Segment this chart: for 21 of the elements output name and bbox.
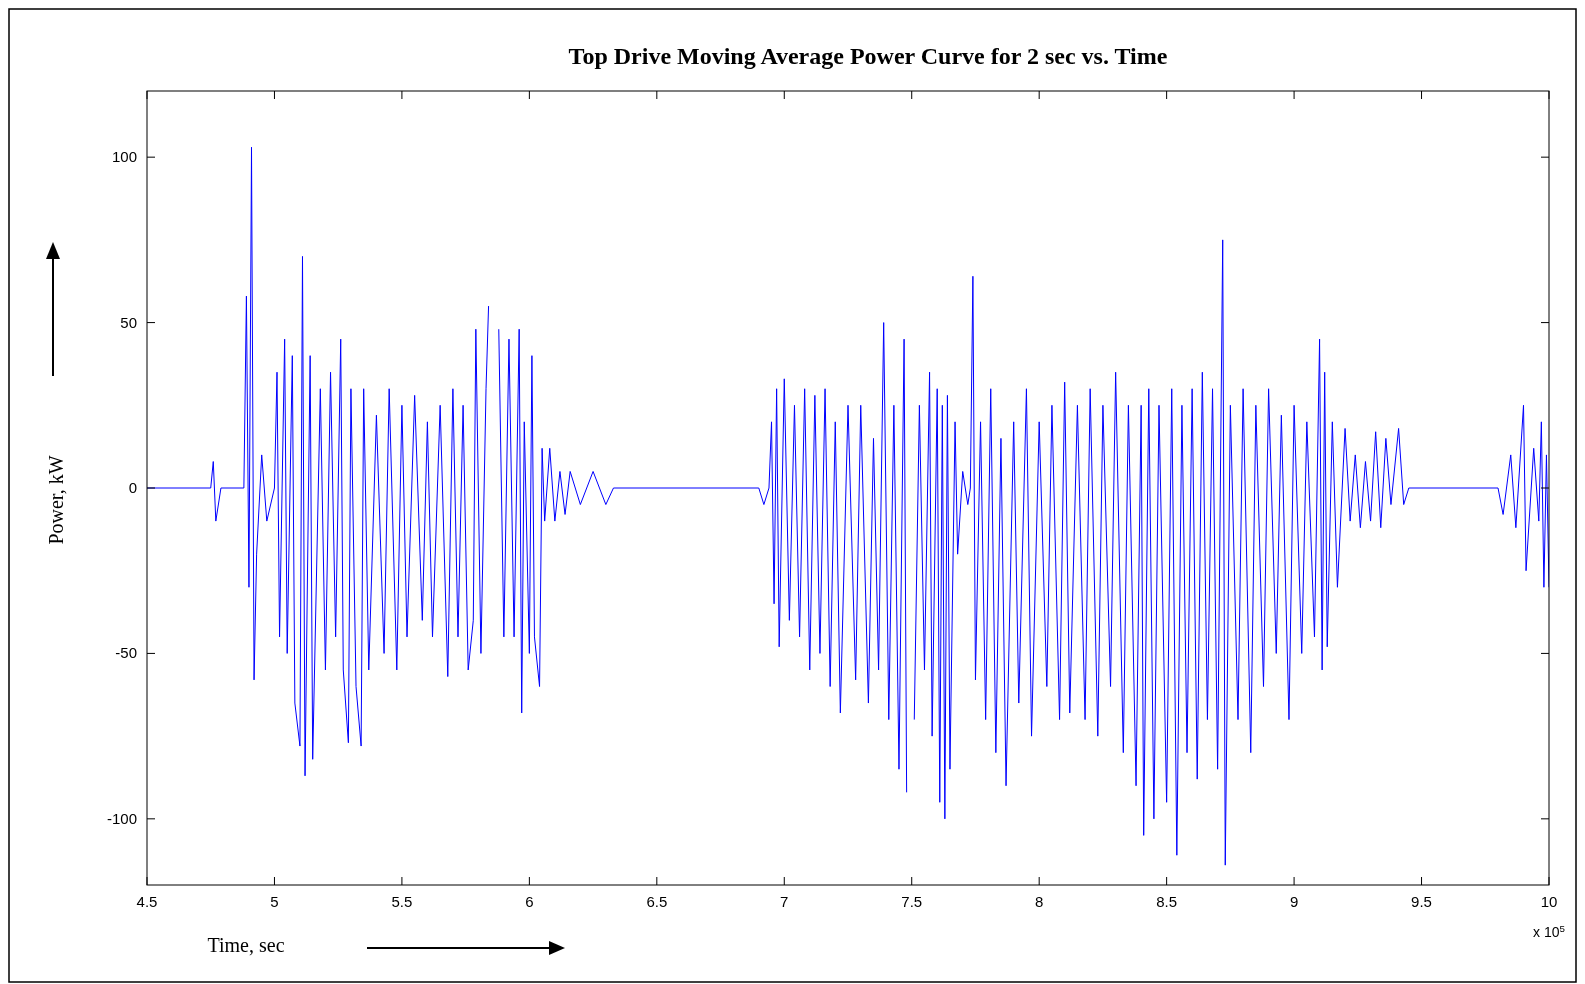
x-tick-label: 10	[1540, 893, 1558, 910]
y-tick-label: 50	[120, 313, 137, 331]
x-tick-label: 9	[1289, 893, 1299, 910]
x-tick-label: 7.5	[901, 893, 923, 910]
x-tick-label: 8	[1035, 893, 1044, 910]
text: x 10$^{5}$	[1533, 922, 1566, 940]
x-tick-label: 4.5	[136, 893, 158, 910]
x-tick-label: 5	[270, 893, 279, 910]
x-tick-label: 5.5	[391, 893, 413, 910]
y-axis-title: Power, kW	[45, 455, 67, 545]
y-tick-label: 100	[111, 148, 137, 166]
x-axis-title: Time, sec	[207, 934, 285, 956]
y-tick-label: 0	[128, 479, 137, 496]
x-tick-label: 7	[780, 893, 789, 910]
x-tick-label: 6	[525, 893, 534, 910]
y-tick-label: -50	[115, 644, 137, 662]
x-tick-label: 6.5	[646, 893, 668, 910]
y-tick-label: -100	[106, 809, 137, 827]
x-tick-label: 9.5	[1411, 893, 1432, 910]
chart-title: Top Drive Moving Average Power Curve for 2 sec vs. Time	[568, 43, 1168, 69]
x-tick-label: 8.5	[1156, 893, 1178, 910]
